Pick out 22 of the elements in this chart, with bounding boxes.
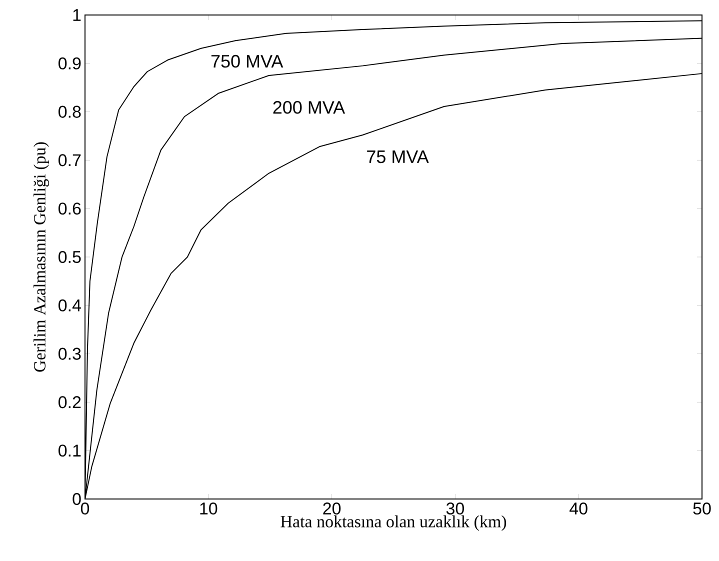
y-tick-label: 0.5 [58,250,81,264]
x-tick-label: 20 [323,502,341,515]
y-tick-label: 0.8 [58,106,81,118]
x-tick-label: 0 [80,502,90,515]
y-tick-label: 0.1 [58,444,81,457]
y-tick-label: 0.9 [58,57,81,70]
x-axis-title: Hata noktasına olan uzaklık (km) [280,515,506,531]
x-tick-label: 50 [693,502,711,515]
x-tick-label: 40 [570,502,588,515]
series-label: 75 MVA [367,150,429,164]
series-label: 200 MVA [273,101,346,114]
y-axis-title: Gerilim Azalmasının Genliği (pu) [34,142,50,372]
y-tick-label: 0.2 [58,396,81,408]
y-tick-label: 0.3 [58,348,81,360]
y-tick-label: 0.4 [58,299,81,312]
x-tick-label: 10 [200,502,218,515]
x-tick-label: 30 [446,502,464,515]
series-label: 750 MVA [211,54,284,68]
y-tick-label: 0 [72,492,81,506]
y-tick-label: 1 [73,9,81,21]
y-tick-label: 0.6 [58,202,81,215]
y-tick-label: 0.7 [58,154,81,166]
